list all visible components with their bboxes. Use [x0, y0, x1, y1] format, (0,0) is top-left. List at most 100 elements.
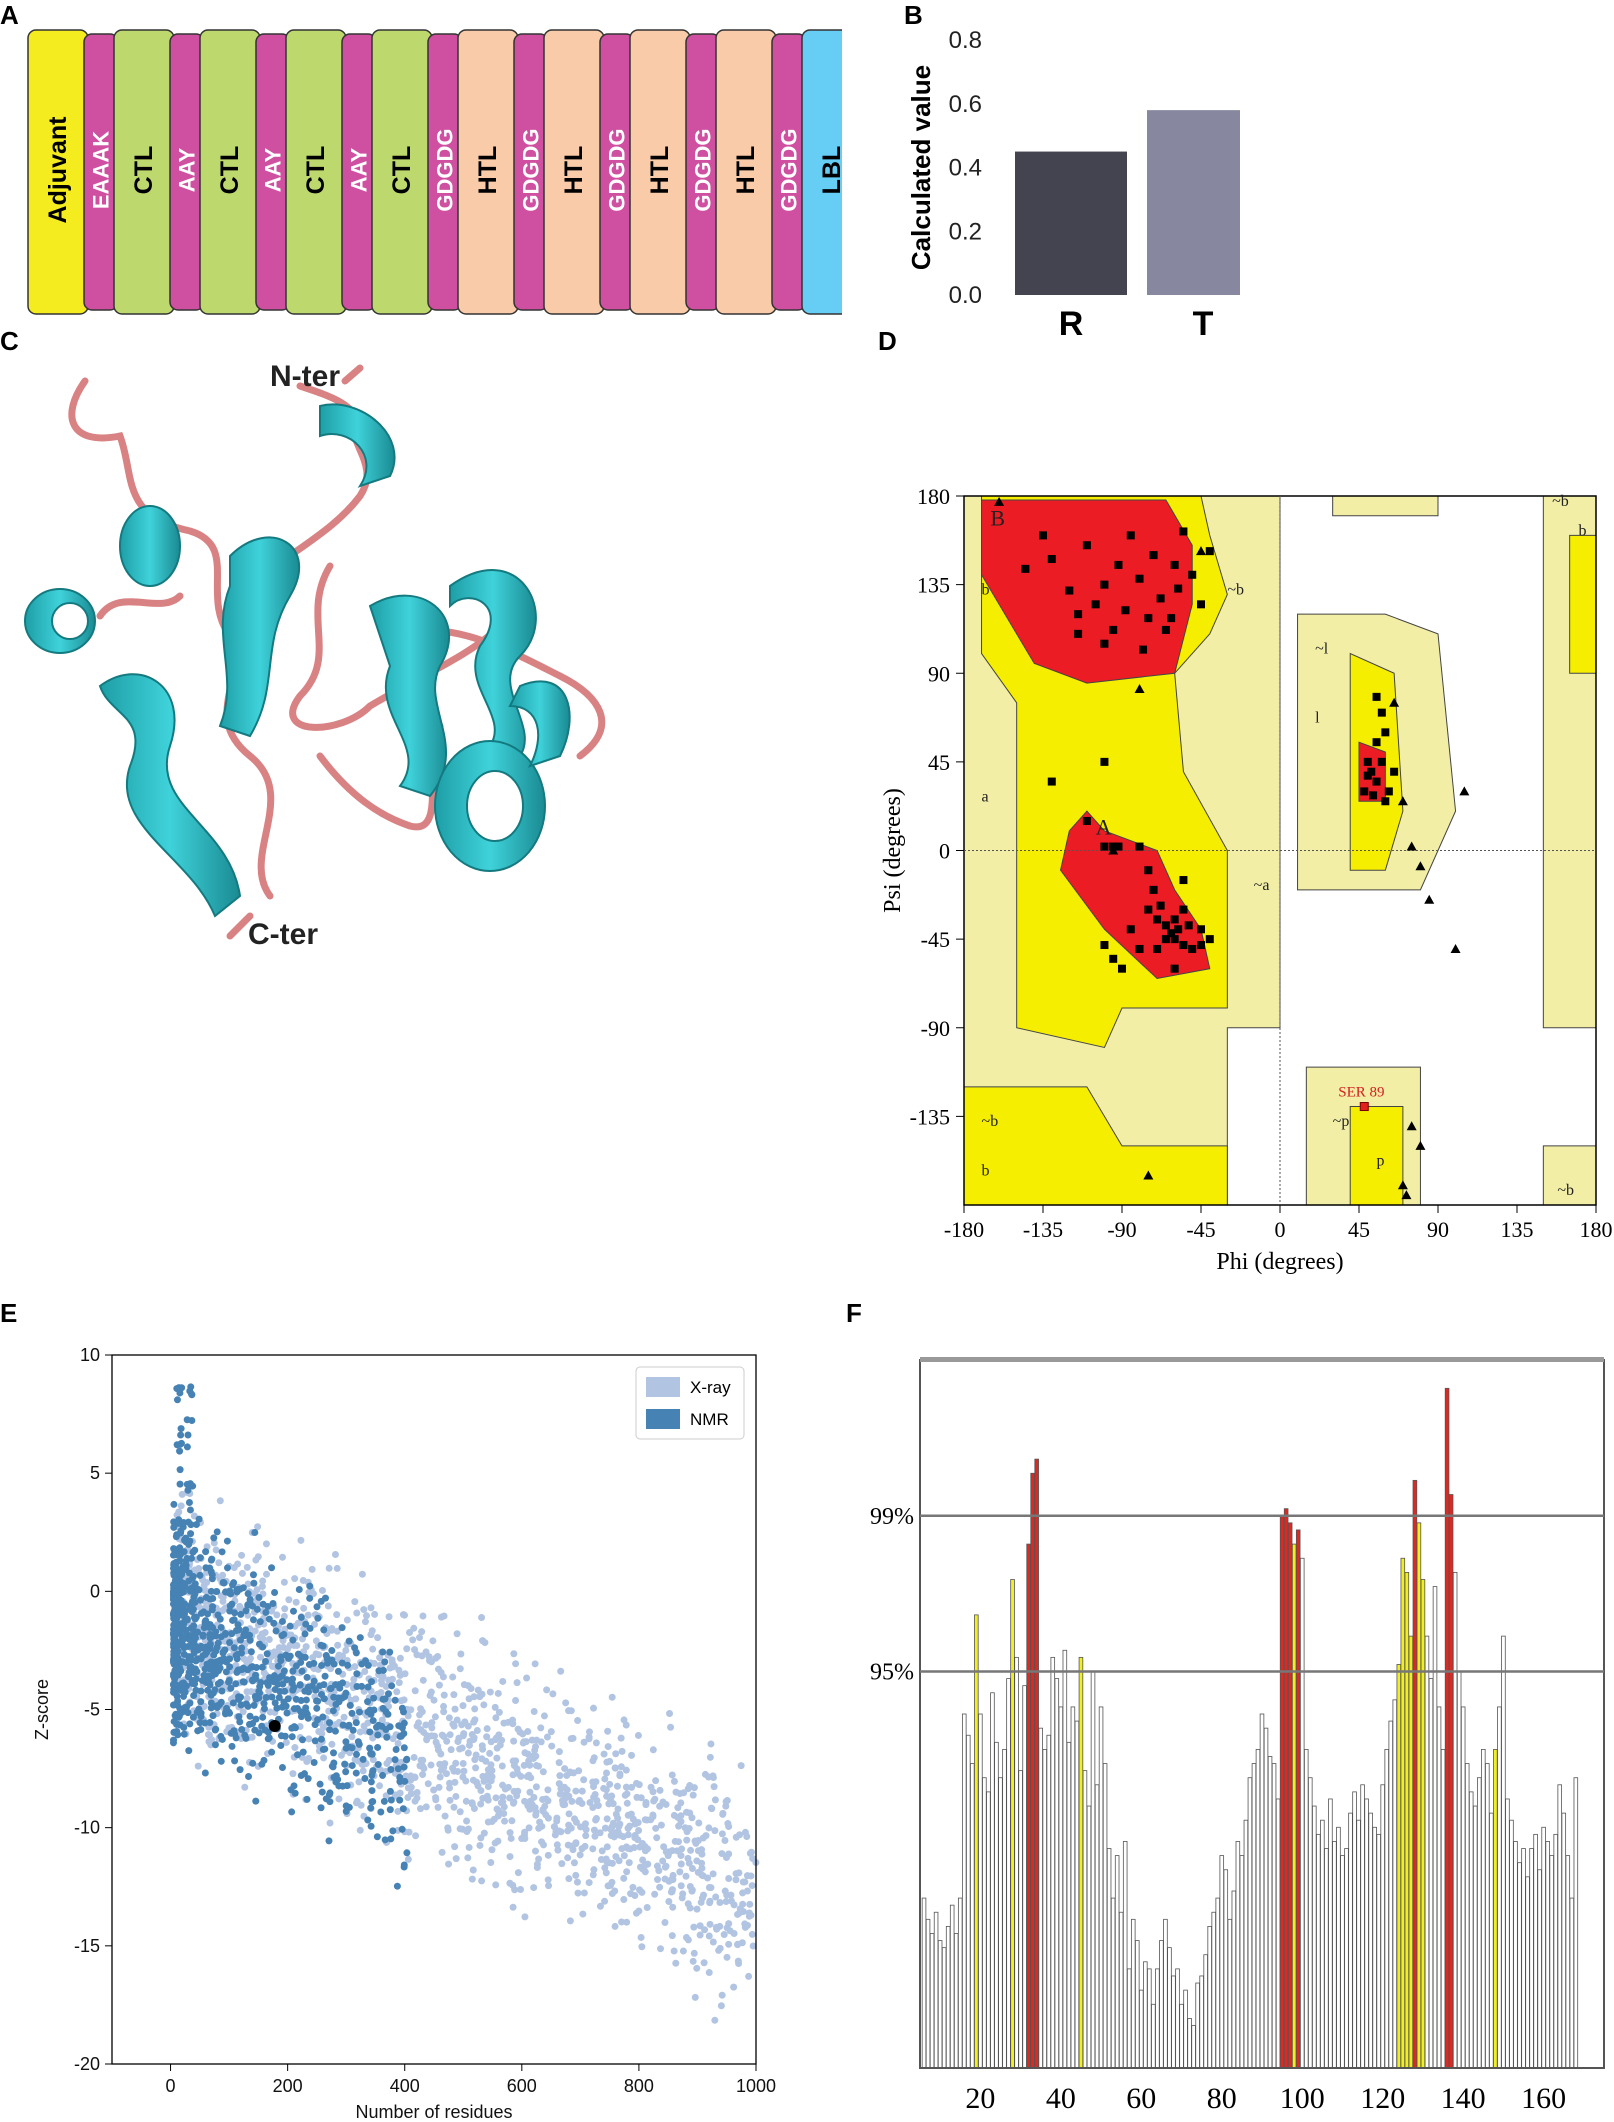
- e-xray-point-512: [442, 1770, 450, 1778]
- e-xray-point-544: [427, 1761, 435, 1769]
- e-nmr-point-483: [384, 1690, 392, 1698]
- e-xray-point-1125: [601, 1897, 609, 1905]
- e-xray-point-158: [578, 1787, 586, 1795]
- f-bar-52: [1106, 1848, 1112, 2069]
- e-xray-point-1147: [523, 1674, 531, 1682]
- f-bar-122: [1388, 1720, 1394, 2069]
- e-nmr-point-816: [278, 1617, 286, 1625]
- e-xray-point-759: [385, 1676, 393, 1684]
- e-nmr-point-876: [206, 1595, 214, 1603]
- d-residue-square-67: [1381, 797, 1390, 806]
- e-xray-point-710: [530, 1707, 538, 1715]
- e-nmr-point-683: [373, 1723, 381, 1731]
- e-xray-point-1301: [470, 1693, 478, 1701]
- e-xray-point-1250: [396, 1789, 404, 1797]
- f-bar-134: [1436, 1706, 1442, 2069]
- e-nmr-point-321: [277, 1657, 285, 1665]
- e-nmr-point-397: [305, 1688, 313, 1696]
- e-nmr-extra-39: [177, 1439, 185, 1447]
- e-xray-point-1068: [480, 1777, 488, 1785]
- e-xray-point-1423: [560, 1783, 568, 1791]
- e-xray-point-1464: [677, 1882, 685, 1890]
- e-xray-point-1177: [434, 1665, 442, 1673]
- e-xray-point-92: [622, 1766, 630, 1774]
- e-xray-point-571: [693, 1905, 701, 1913]
- e-nmr-point-789: [266, 1677, 274, 1685]
- e-xray-point-1436: [686, 1782, 694, 1790]
- e-xray-point-813: [710, 1783, 718, 1791]
- e-xray-point-746: [581, 1842, 589, 1850]
- e-xray-point-1328: [456, 1825, 464, 1833]
- e-xray-point-1255: [494, 1689, 502, 1697]
- f-threshold-label-1: 95%: [870, 1660, 914, 1686]
- construct-segment-label-7: CTL: [302, 146, 330, 195]
- e-nmr-point-867: [191, 1581, 199, 1589]
- f-bar-162: [1549, 1855, 1554, 2069]
- d-region-11: [1569, 534, 1597, 674]
- e-xray-point-1388: [517, 1885, 525, 1893]
- e-xray-point-904: [451, 1778, 459, 1786]
- e-nmr-point-603: [234, 1626, 242, 1634]
- e-xray-point-54: [194, 1762, 202, 1770]
- d-region-label-9: ~b: [982, 1113, 999, 1130]
- e-xray-point-728: [725, 1823, 733, 1831]
- e-xray-point-541: [654, 1876, 662, 1884]
- f-bar-120: [1380, 1784, 1385, 2069]
- e-nmr-extra-40: [180, 1582, 188, 1590]
- e-nmr-point-855: [176, 1551, 184, 1559]
- e-xray-point-644: [496, 1741, 504, 1749]
- d-residue-triangle-12: [1397, 1180, 1408, 1190]
- f-bar-36: [1042, 1748, 1047, 2069]
- e-xray-point-1442: [592, 1815, 600, 1823]
- e-nmr-point-670: [244, 1702, 252, 1710]
- f-bar-50: [1098, 1706, 1104, 2069]
- d-residue-square-13: [1135, 574, 1144, 583]
- e-nmr-point-896: [246, 1631, 254, 1639]
- e-legend-label-nmr: NMR: [690, 1410, 729, 1429]
- e-xray-point-1195: [693, 1964, 701, 1972]
- e-xray-point-1163: [411, 1687, 419, 1695]
- e-xray-point-1338: [501, 1817, 509, 1825]
- e-xray-point-1124: [719, 1809, 727, 1817]
- e-xray-point-391: [422, 1803, 430, 1811]
- e-ytick-2: 0: [90, 1581, 100, 1601]
- e-xray-point-1029: [585, 1879, 593, 1887]
- e-nmr-point-890: [389, 1827, 397, 1835]
- e-nmr-point-155: [367, 1822, 375, 1830]
- e-xray-point-1044: [591, 1791, 599, 1799]
- e-xray-point-1434: [452, 1759, 460, 1767]
- e-xray-point-1369: [507, 1834, 515, 1842]
- e-xray-point-63: [356, 1826, 364, 1834]
- d-outlier-point: [1359, 1102, 1369, 1112]
- f-bar-99: [1295, 1529, 1301, 2069]
- e-nmr-point-696: [207, 1691, 215, 1699]
- e-nmr-point-650: [193, 1708, 201, 1716]
- e-xray-point-1244: [335, 1795, 343, 1803]
- e-xray-point-1215: [284, 1645, 292, 1653]
- e-xray-point-554: [434, 1746, 442, 1754]
- e-xray-point-681: [428, 1719, 436, 1727]
- e-nmr-point-863: [221, 1710, 229, 1718]
- e-nmr-point-880: [311, 1737, 319, 1745]
- e-xray-point-988: [477, 1800, 485, 1808]
- d-residue-square-57: [1205, 935, 1214, 944]
- f-bar-143: [1472, 1805, 1478, 2069]
- d-xtick-4: 0: [1275, 1217, 1286, 1242]
- e-xray-point-1258: [637, 1933, 645, 1941]
- helix-segments: [24, 403, 571, 918]
- e-ytick-4: -10: [74, 1818, 100, 1838]
- e-nmr-point-749: [261, 1726, 269, 1734]
- e-xray-point-183: [325, 1564, 333, 1572]
- e-nmr-point-756: [206, 1634, 214, 1642]
- e-ytick-1: 5: [90, 1463, 100, 1483]
- e-xray-point-572: [424, 1780, 432, 1788]
- e-xray-point-1405: [562, 1699, 570, 1707]
- e-nmr-point-810: [173, 1664, 181, 1672]
- f-xtick-1: 40: [1046, 2082, 1076, 2115]
- e-xray-point-1086: [474, 1686, 482, 1694]
- e-nmr-point-739: [206, 1665, 214, 1673]
- e-xray-point-655: [359, 1767, 367, 1775]
- e-xray-point-687: [432, 1794, 440, 1802]
- f-bar-23: [990, 1692, 995, 2069]
- d-xtick-2: -90: [1107, 1217, 1136, 1242]
